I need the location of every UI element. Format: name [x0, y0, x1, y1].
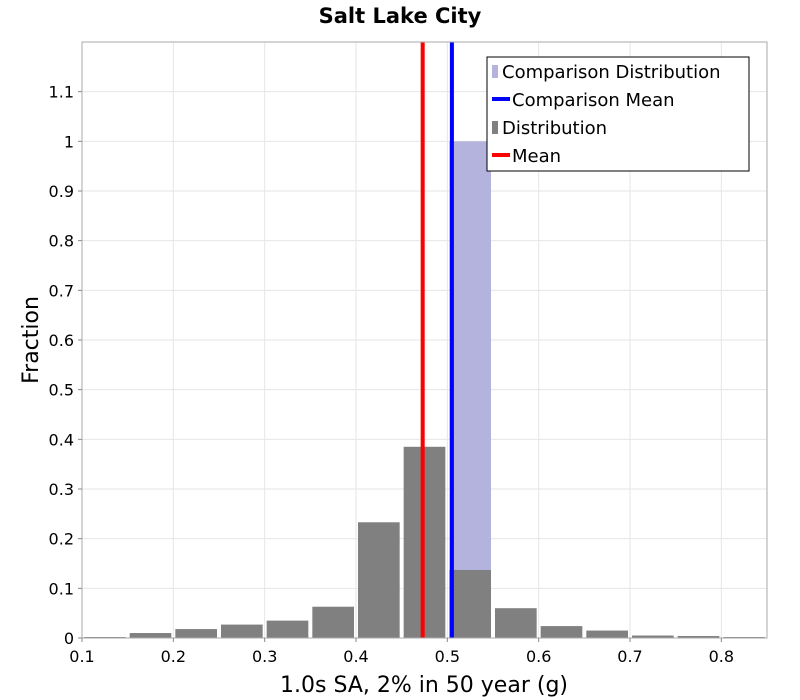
x-tick-label: 0.3 — [252, 647, 277, 666]
y-tick-label: 0 — [64, 629, 74, 648]
y-axis-title: Fraction — [19, 296, 44, 384]
x-tick-label: 0.7 — [617, 647, 642, 666]
distribution-bar — [221, 624, 263, 638]
x-tick-label: 0.2 — [161, 647, 186, 666]
bars — [84, 141, 765, 639]
mean-lines — [420, 42, 454, 638]
distribution-bar — [540, 626, 583, 638]
legend-label: Mean — [512, 146, 561, 167]
y-tick-label: 1.1 — [49, 83, 74, 102]
legend-label: Comparison Distribution — [502, 62, 721, 83]
y-axis-ticks: 0 0.1 0.2 0.3 0.4 0.5 0.6 0.7 0.8 0.9 1 1.1 — [49, 83, 82, 648]
x-tick-label: 0.5 — [435, 647, 460, 666]
x-axis-ticks: 0.1 0.2 0.3 0.4 0.5 0.6 0.7 0.8 — [69, 638, 734, 666]
x-tick-label: 0.6 — [526, 647, 551, 666]
distribution-bar — [632, 635, 674, 638]
distribution-bar — [677, 636, 720, 638]
y-tick-label: 0.4 — [49, 430, 74, 449]
y-tick-label: 0.8 — [49, 232, 74, 251]
x-axis-title: 1.0s SA, 2% in 50 year (g) — [280, 673, 568, 698]
legend-swatch — [492, 65, 498, 78]
y-tick-label: 0.9 — [49, 182, 74, 201]
y-tick-label: 1 — [64, 132, 74, 151]
y-tick-label: 0.5 — [49, 381, 74, 400]
distribution-bar — [495, 608, 537, 638]
y-tick-label: 0.7 — [49, 281, 74, 300]
y-tick-label: 0.1 — [49, 579, 74, 598]
comparison-distribution-bar — [449, 141, 491, 639]
distribution-bar — [129, 633, 172, 638]
x-tick-label: 0.8 — [709, 647, 734, 666]
y-tick-label: 0.2 — [49, 530, 74, 549]
distribution-bar — [358, 522, 400, 638]
x-tick-label: 0.4 — [343, 647, 368, 666]
y-tick-label: 0.3 — [49, 480, 74, 499]
chart-title: Salt Lake City — [319, 4, 482, 28]
distribution-bar — [449, 569, 491, 638]
legend-label: Distribution — [502, 118, 607, 139]
y-tick-label: 0.6 — [49, 331, 74, 350]
x-tick-label: 0.1 — [69, 647, 94, 666]
legend-label: Comparison Mean — [512, 90, 675, 111]
distribution-bar — [312, 606, 354, 638]
distribution-bar — [266, 620, 309, 638]
distribution-bar — [175, 629, 217, 638]
legend: Comparison Distribution Comparison Mean Di… — [486, 56, 750, 172]
distribution-bar — [586, 630, 628, 638]
legend-box — [486, 56, 750, 172]
legend-swatch — [492, 121, 498, 134]
